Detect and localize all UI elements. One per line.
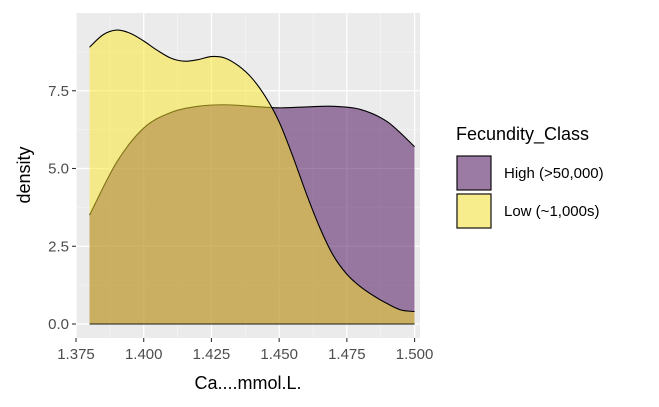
- legend: Fecundity_Class High (>50,000) Low (~1,00…: [456, 124, 604, 229]
- legend-title: Fecundity_Class: [456, 124, 589, 145]
- y-tick-label: 0.0: [48, 316, 69, 333]
- x-axis-title: Ca....mmol.L.: [194, 373, 301, 393]
- x-tick-label: 1.375: [57, 346, 95, 363]
- y-axis-title: density: [14, 146, 34, 203]
- y-axis: 0.0 2.5 5.0 7.5: [48, 83, 76, 333]
- legend-swatch-0: [456, 155, 492, 191]
- x-axis: 1.375 1.400 1.425 1.450 1.475 1.500: [57, 338, 433, 363]
- density-area-1: [89, 30, 415, 325]
- x-tick-label: 1.425: [193, 346, 231, 363]
- density-areas: [89, 29, 415, 325]
- x-tick-label: 1.450: [260, 346, 298, 363]
- x-tick-label: 1.400: [125, 346, 163, 363]
- x-tick-label: 1.500: [396, 346, 434, 363]
- legend-label-0: High (>50,000): [504, 165, 604, 182]
- legend-swatch-1: [456, 193, 492, 229]
- y-tick-label: 5.0: [48, 161, 69, 178]
- x-tick-label: 1.475: [328, 346, 366, 363]
- y-tick-label: 2.5: [48, 238, 69, 255]
- y-tick-label: 7.5: [48, 83, 69, 100]
- density-line-1: [89, 29, 415, 313]
- legend-label-1: Low (~1,000s): [504, 203, 599, 220]
